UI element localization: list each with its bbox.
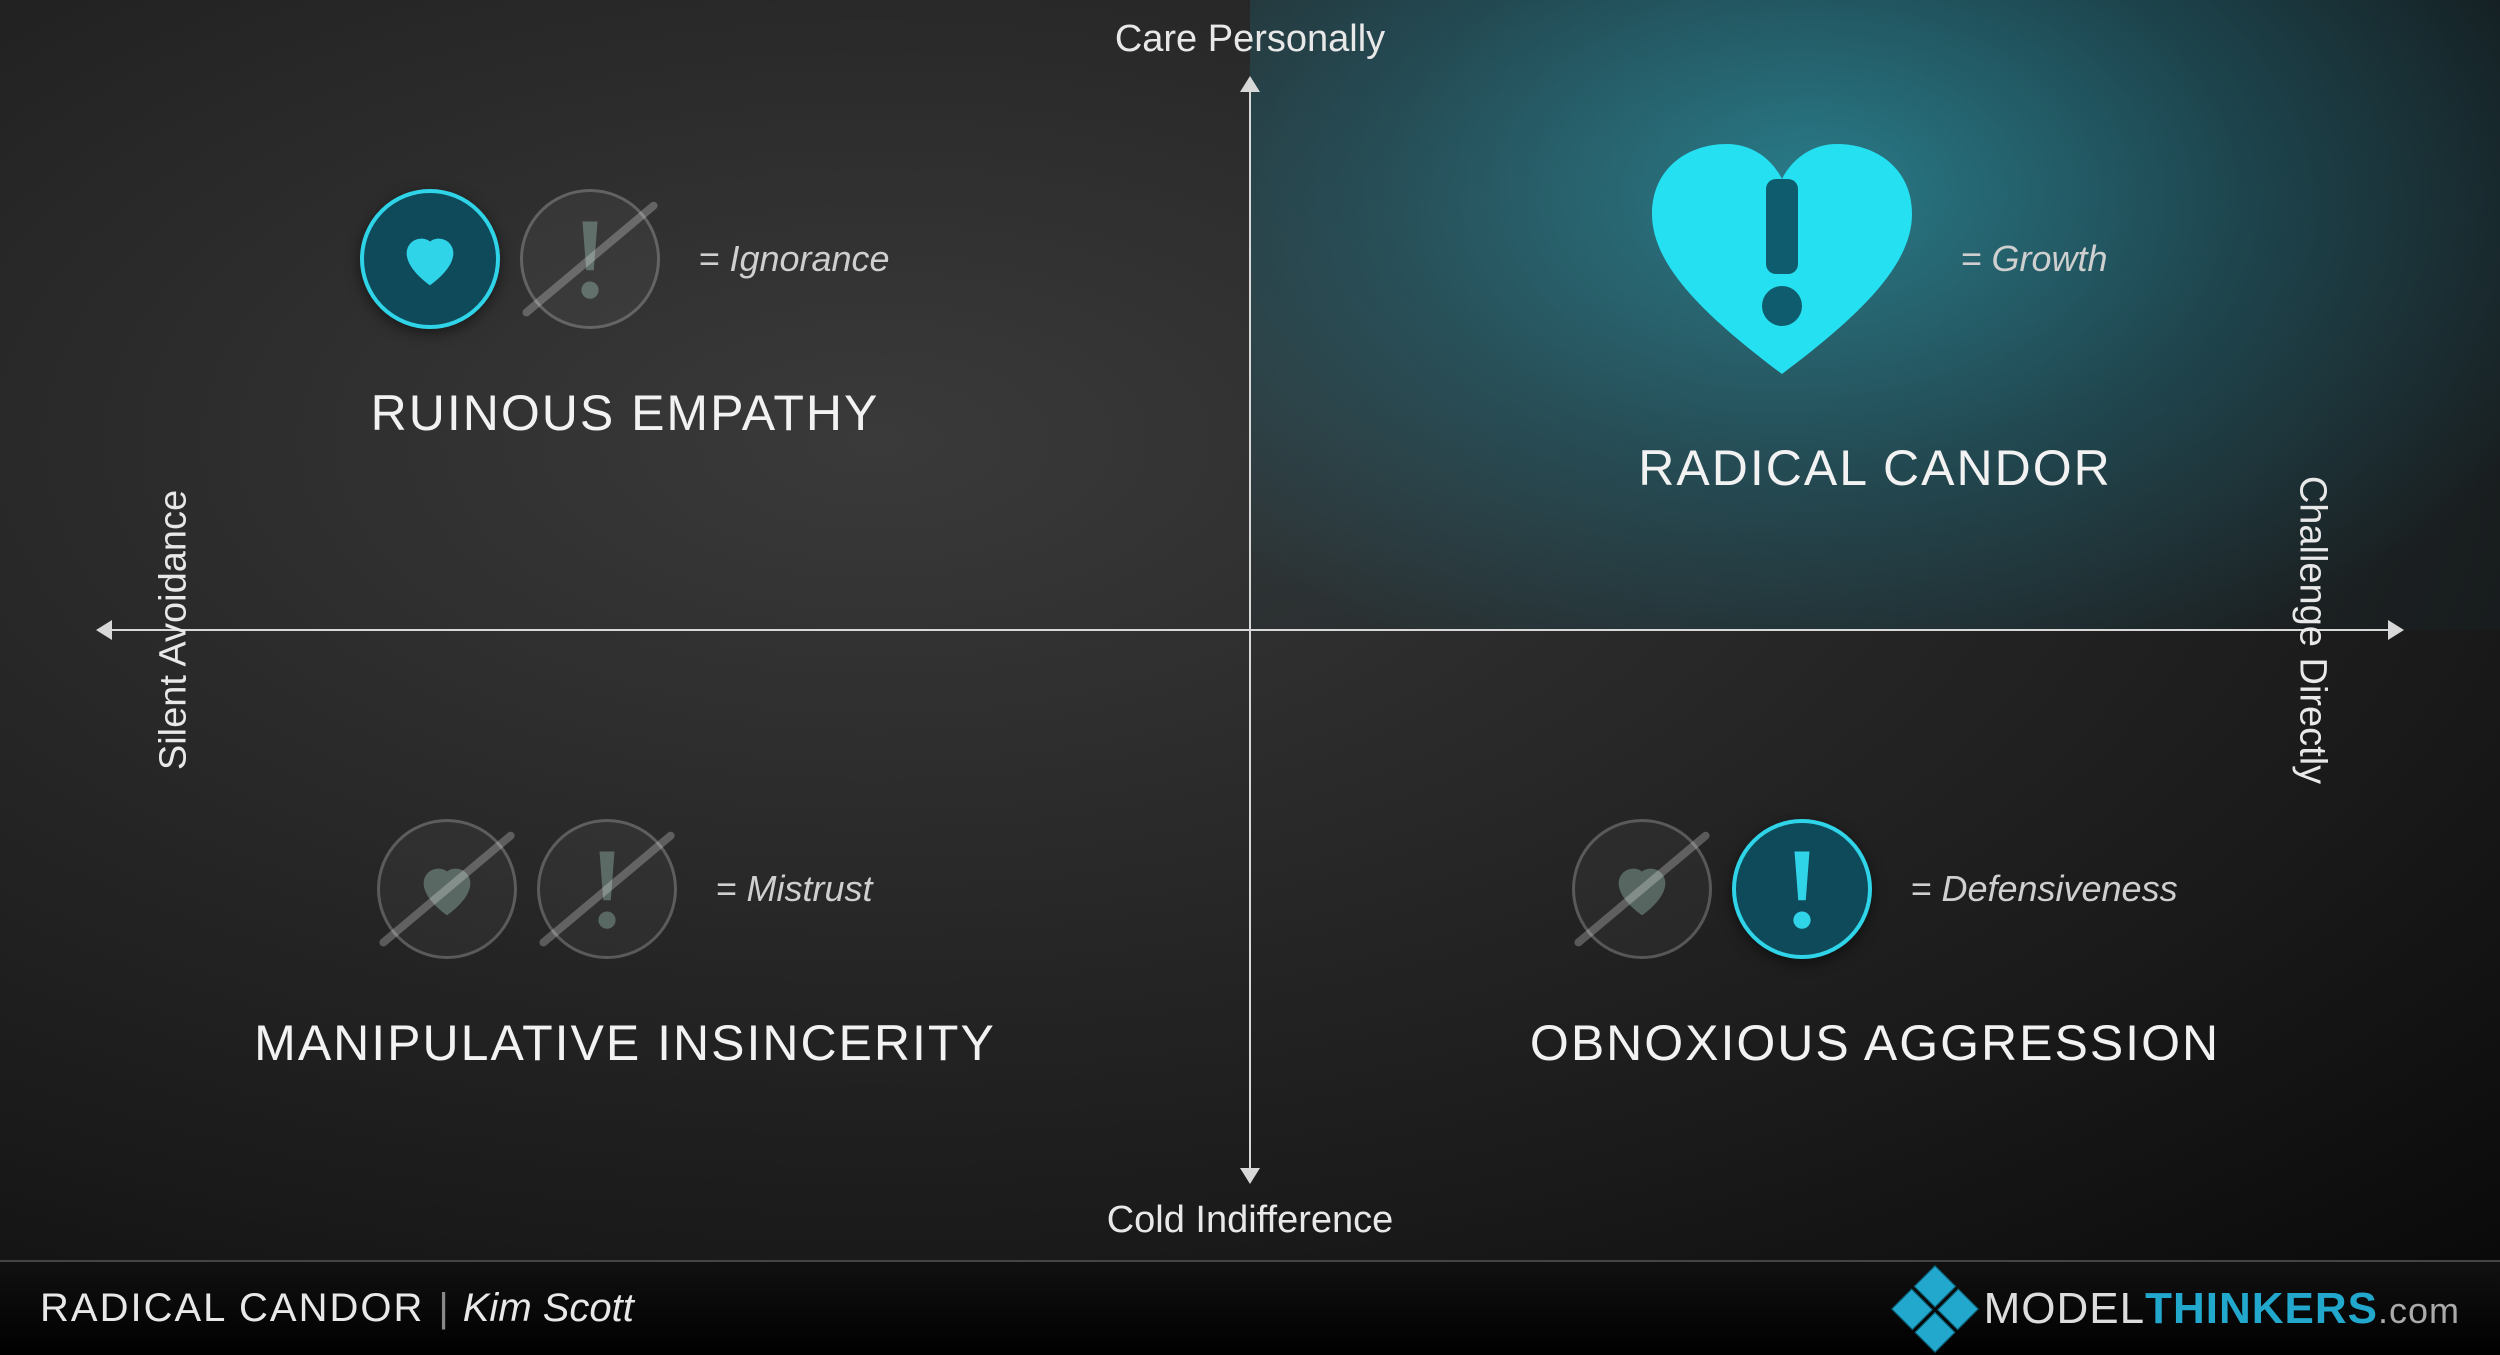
quadrant-title: OBNOXIOUS AGGRESSION xyxy=(1530,1014,2220,1072)
footer-separator: | xyxy=(438,1286,448,1331)
quadrant-bottom-right: = Defensiveness OBNOXIOUS AGGRESSION xyxy=(1250,630,2500,1260)
quadrant-top-right: = Growth RADICAL CANDOR xyxy=(1250,0,2500,630)
footer-brand: MODELTHINKERS.com xyxy=(1904,1278,2460,1340)
quadrant-title: MANIPULATIVE INSINCERITY xyxy=(254,1014,996,1072)
brand-text: MODELTHINKERS.com xyxy=(1984,1284,2460,1334)
result-label: = Defensiveness xyxy=(1910,868,2177,910)
heart-exclaim-icon xyxy=(1642,134,1922,384)
heart-muted-icon xyxy=(377,819,517,959)
icon-row: = Growth xyxy=(1642,134,2107,384)
quadrant-title: RUINOUS EMPATHY xyxy=(371,384,880,442)
brand-domain: .com xyxy=(2378,1290,2460,1331)
icon-row: = Ignorance xyxy=(360,189,889,329)
footer-left: RADICAL CANDOR | Kim Scott xyxy=(40,1286,634,1331)
result-label: = Ignorance xyxy=(698,238,889,280)
heart-muted-icon xyxy=(1572,819,1712,959)
exclaim-icon-svg xyxy=(1779,844,1825,934)
result-label: = Growth xyxy=(1960,238,2107,280)
quadrant-bottom-left: = Mistrust MANIPULATIVE INSINCERITY xyxy=(0,630,1250,1260)
slash-icon xyxy=(1573,829,1712,947)
footer-title: RADICAL CANDOR xyxy=(40,1286,424,1331)
heart-icon xyxy=(360,189,500,329)
exclaim-muted-icon xyxy=(537,819,677,959)
diagram-frame: Care Personally Cold Indifference Silent… xyxy=(0,0,2500,1355)
icon-row: = Defensiveness xyxy=(1572,819,2177,959)
exclaim-icon xyxy=(1732,819,1872,959)
heart-exclaim-svg xyxy=(1642,134,1922,384)
brand-model: MODEL xyxy=(1984,1284,2145,1333)
footer-author: Kim Scott xyxy=(463,1286,634,1331)
quadrant-chart: Care Personally Cold Indifference Silent… xyxy=(0,0,2500,1260)
brand-think: THINKERS xyxy=(2145,1284,2378,1333)
footer-bar: RADICAL CANDOR | Kim Scott MODELTHINKERS… xyxy=(0,1260,2500,1355)
icon-row: = Mistrust xyxy=(377,819,872,959)
heart-icon-svg xyxy=(391,224,469,294)
brand-logo-icon xyxy=(1891,1265,1979,1353)
slash-icon xyxy=(378,829,517,947)
quadrant-top-left: = Ignorance RUINOUS EMPATHY xyxy=(0,0,1250,630)
exclaim-muted-icon xyxy=(520,189,660,329)
result-label: = Mistrust xyxy=(715,868,872,910)
quadrant-title: RADICAL CANDOR xyxy=(1638,439,2111,497)
